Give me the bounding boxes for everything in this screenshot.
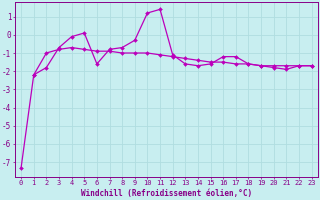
X-axis label: Windchill (Refroidissement éolien,°C): Windchill (Refroidissement éolien,°C) bbox=[81, 189, 252, 198]
